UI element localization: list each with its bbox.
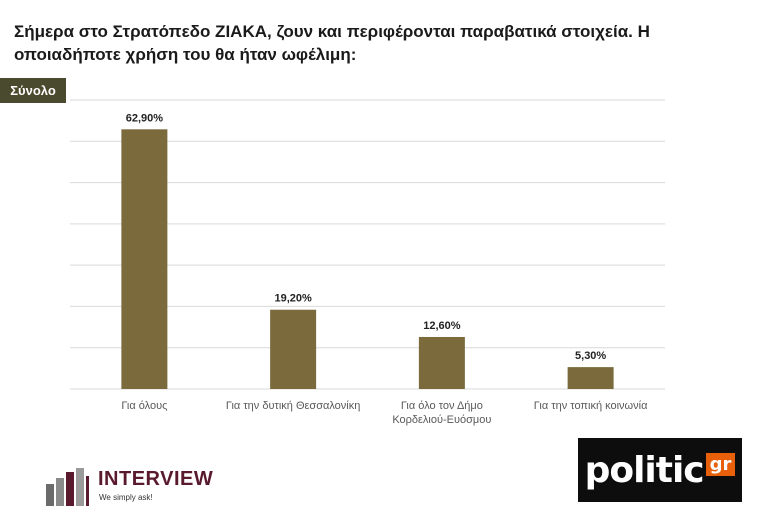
data-label: 62,90% <box>126 112 164 124</box>
data-label: 12,60% <box>423 320 461 332</box>
bar <box>270 309 317 389</box>
category-label: Για όλο τον Δήμο Κορδελιού-Ευόσμου <box>392 400 491 426</box>
data-label: 5,30% <box>575 350 606 362</box>
category-label: Για όλους <box>121 400 167 412</box>
chart-title: Σήμερα στο Στρατόπεδο ΖΙΑΚΑ, ζουν και πε… <box>14 22 650 64</box>
politic-suffix: gr <box>705 452 736 476</box>
data-label: 19,20% <box>274 293 312 305</box>
category-label: Για την δυτική Θεσσαλονίκη <box>226 400 360 412</box>
category-label: Για την τοπική κοινωνία <box>534 400 648 412</box>
politic-logo: politic gr <box>578 438 742 502</box>
interview-name: INTERVIEW <box>98 468 214 490</box>
total-badge: Σύνολο <box>0 78 66 103</box>
politic-word: politic <box>584 449 705 491</box>
interview-tagline: We simply ask! <box>99 493 153 502</box>
interview-bars-icon <box>46 468 89 506</box>
bar-chart: 62,90% Για όλους 19,20% Για την δυτική Θεσσ… <box>70 99 665 426</box>
bar <box>418 336 465 389</box>
bar <box>121 129 168 389</box>
interview-logo: INTERVIEW We simply ask! <box>44 466 224 508</box>
bar <box>567 367 614 389</box>
